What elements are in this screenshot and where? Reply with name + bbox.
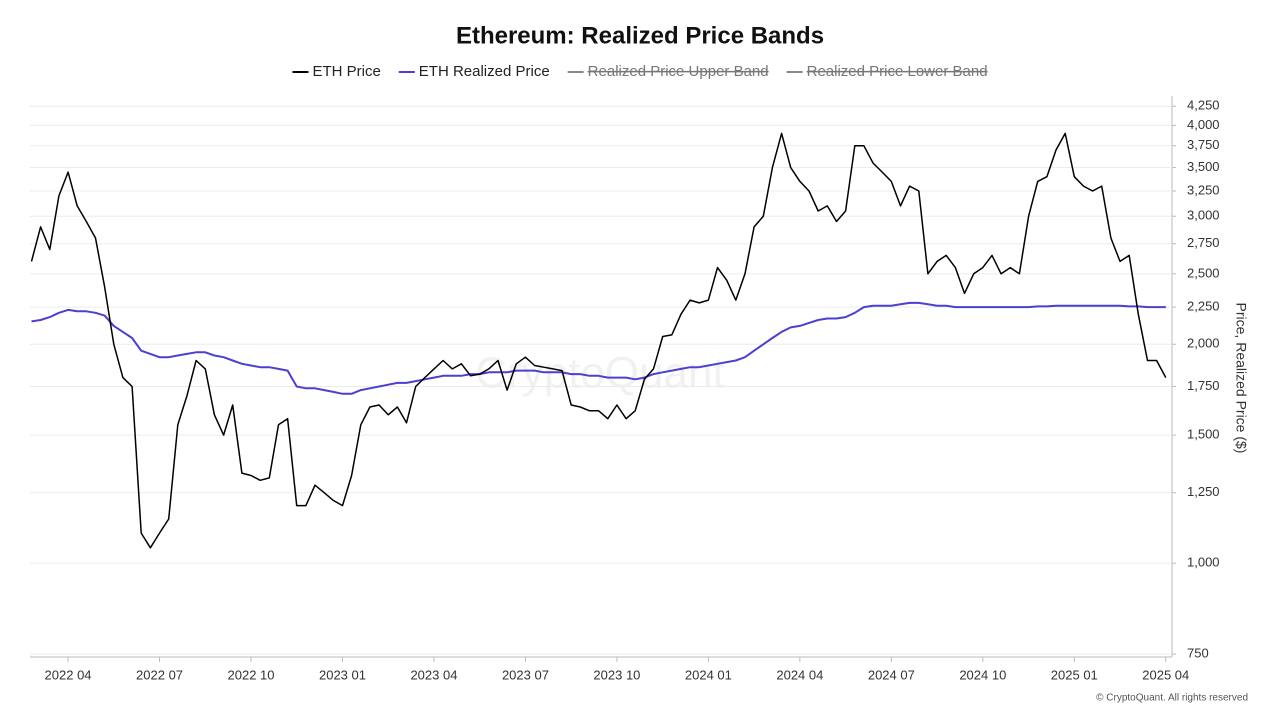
legend-item[interactable]: Realized Price Upper Band	[567, 63, 769, 80]
series-line	[30, 132, 1167, 549]
y-tick-label: 1,000	[1187, 555, 1220, 570]
legend-label: ETH Price	[312, 63, 380, 80]
y-tick-label: 2,750	[1187, 235, 1220, 250]
y-tick-label: 750	[1187, 645, 1209, 660]
y-tick-label: 1,750	[1187, 378, 1220, 393]
x-tick-label: 2022 10	[228, 667, 275, 682]
chart-title: Ethereum: Realized Price Bands	[456, 22, 824, 49]
legend-item[interactable]: ETH Price	[292, 63, 381, 80]
legend-label: Realized Price Upper Band	[588, 63, 769, 80]
x-tick-label: 2023 10	[593, 667, 640, 682]
x-tick-label: 2024 04	[776, 667, 823, 682]
y-tick-label: 2,000	[1187, 336, 1220, 351]
series-line	[31, 301, 1166, 395]
legend-label: Realized Price Lower Band	[807, 63, 988, 80]
y-tick-label: 2,500	[1187, 265, 1220, 280]
x-tick-label: 2025 01	[1051, 667, 1098, 682]
y-tick-label: 4,000	[1187, 117, 1220, 132]
y-tick-label: 4,250	[1187, 98, 1220, 113]
x-tick-label: 2024 01	[685, 667, 732, 682]
x-tick-label: 2024 10	[959, 667, 1006, 682]
x-tick-label: 2023 04	[410, 667, 457, 682]
y-tick-label: 1,500	[1187, 427, 1220, 442]
y-tick-label: 3,750	[1187, 137, 1220, 152]
y-tick-label: 1,250	[1187, 484, 1220, 499]
x-tick-label: 2024 07	[868, 667, 915, 682]
legend-item[interactable]: Realized Price Lower Band	[786, 63, 988, 80]
credit: © CryptoQuant. All rights reserved	[1096, 693, 1248, 704]
x-tick-label: 2023 01	[319, 667, 366, 682]
watermark: CryptoQuant	[475, 349, 724, 398]
legend-label: ETH Realized Price	[419, 63, 550, 80]
legend-item[interactable]: ETH Realized Price	[398, 63, 550, 80]
x-tick-label: 2023 07	[502, 667, 549, 682]
x-tick-label: 2025 04	[1142, 667, 1189, 682]
y-axis-label: Price, Realized Price ($)	[1233, 303, 1249, 454]
x-tick-label: 2022 07	[136, 667, 183, 682]
y-tick-label: 3,250	[1187, 182, 1220, 197]
y-tick-label: 3,500	[1187, 159, 1220, 174]
y-tick-label: 3,000	[1187, 208, 1220, 223]
y-tick-label: 2,250	[1187, 299, 1220, 314]
x-tick-label: 2022 04	[45, 667, 92, 682]
